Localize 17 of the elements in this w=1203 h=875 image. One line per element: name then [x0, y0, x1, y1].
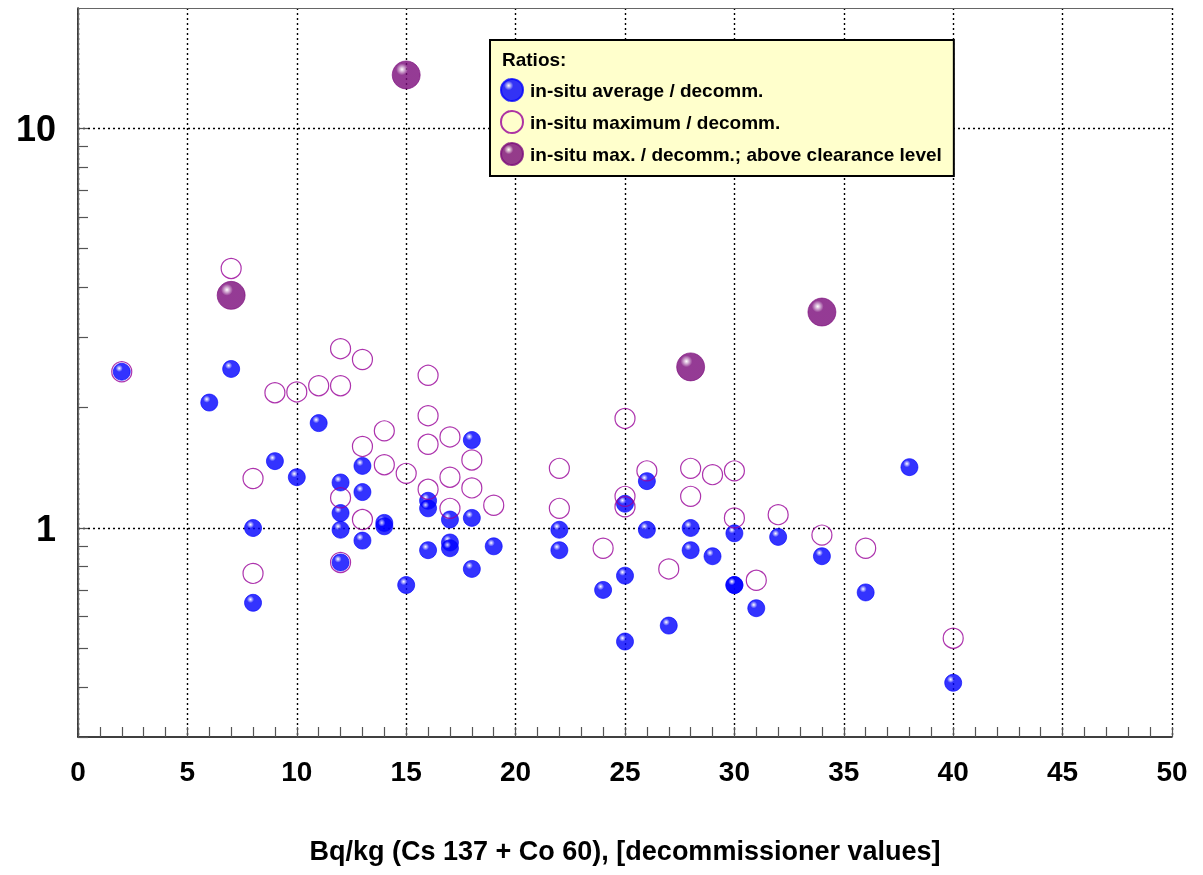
x-tick-label: 20 [500, 755, 532, 787]
x-tick-label: 50 [1156, 755, 1188, 787]
legend-label: in-situ average / decomm. [530, 79, 764, 101]
x-tick-label: 40 [937, 755, 969, 787]
x-tick-label: 45 [1047, 755, 1079, 787]
legend-label: in-situ max. / decomm.; above clearance level [530, 143, 942, 165]
legend-title: Ratios: [502, 49, 567, 70]
y-tick-label: 1 [35, 507, 56, 549]
x-axis-title: Bq/kg (Cs 137 + Co 60), [decommissioner values] [309, 835, 941, 866]
x-tick-label: 35 [828, 755, 860, 787]
x-tick-label: 5 [179, 755, 196, 787]
legend-label: in-situ maximum / decomm. [530, 111, 781, 133]
x-tick-label: 25 [609, 755, 641, 787]
x-tick-label: 0 [70, 755, 86, 787]
x-tick-label: 10 [281, 755, 313, 787]
x-tick-label: 30 [718, 755, 750, 787]
x-tick-label: 15 [390, 755, 422, 787]
